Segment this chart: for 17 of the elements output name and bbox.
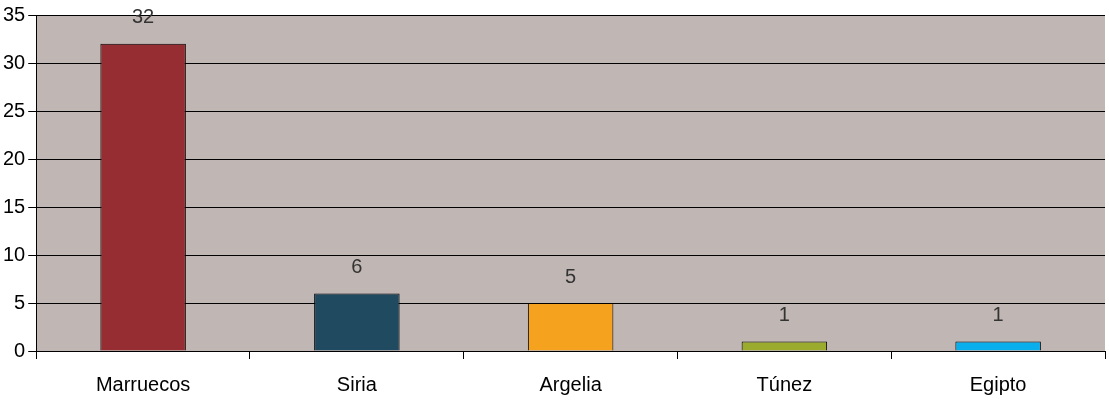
data-label: 5 (565, 264, 577, 287)
data-label: 1 (992, 302, 1004, 325)
y-tick-label: 25 (3, 98, 26, 121)
data-label: 6 (351, 254, 363, 277)
x-tick-label: Túnez (756, 372, 813, 395)
x-tick-label: Argelia (539, 372, 603, 395)
y-tick-label: 10 (3, 242, 26, 265)
y-tick-label: 5 (14, 290, 26, 313)
data-label: 1 (778, 302, 790, 325)
y-tick-label: 30 (3, 50, 26, 73)
y-tick-label: 20 (3, 146, 26, 169)
y-tick-label: 15 (3, 194, 26, 217)
x-tick-label: Marruecos (95, 372, 191, 395)
y-tick-label: 35 (3, 2, 26, 25)
x-tick-label: Egipto (969, 372, 1027, 395)
y-tick-label: 0 (14, 338, 26, 361)
x-tick-label: Siria (336, 372, 378, 395)
